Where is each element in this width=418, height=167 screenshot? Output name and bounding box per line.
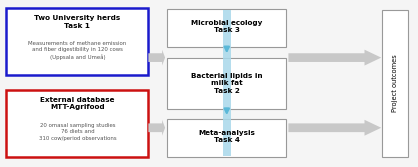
Text: Microbial ecology
Task 3: Microbial ecology Task 3 <box>191 20 263 33</box>
Text: Project outcomes: Project outcomes <box>393 55 398 112</box>
Polygon shape <box>288 120 381 136</box>
Bar <box>223 10 231 156</box>
Text: Meta-analysis
Task 4: Meta-analysis Task 4 <box>198 130 255 143</box>
Polygon shape <box>148 120 165 136</box>
Bar <box>6 90 148 157</box>
Bar <box>6 8 148 75</box>
Text: External database
MTT-Agrifood: External database MTT-Agrifood <box>40 97 115 110</box>
Bar <box>167 9 286 47</box>
Bar <box>167 119 286 157</box>
Text: 20 omasal sampling studies
76 diets and
310 cow/period observations: 20 omasal sampling studies 76 diets and … <box>38 123 116 141</box>
Bar <box>167 58 286 109</box>
Polygon shape <box>148 50 165 65</box>
Text: Two University herds
Task 1: Two University herds Task 1 <box>34 15 120 29</box>
Text: Measurements of methane emission
and fiber digestibility in 120 cows
(Uppsala an: Measurements of methane emission and fib… <box>28 41 127 60</box>
Text: Bacterial lipids in
milk fat
Task 2: Bacterial lipids in milk fat Task 2 <box>191 73 263 94</box>
Polygon shape <box>288 50 381 65</box>
Bar <box>382 10 408 157</box>
